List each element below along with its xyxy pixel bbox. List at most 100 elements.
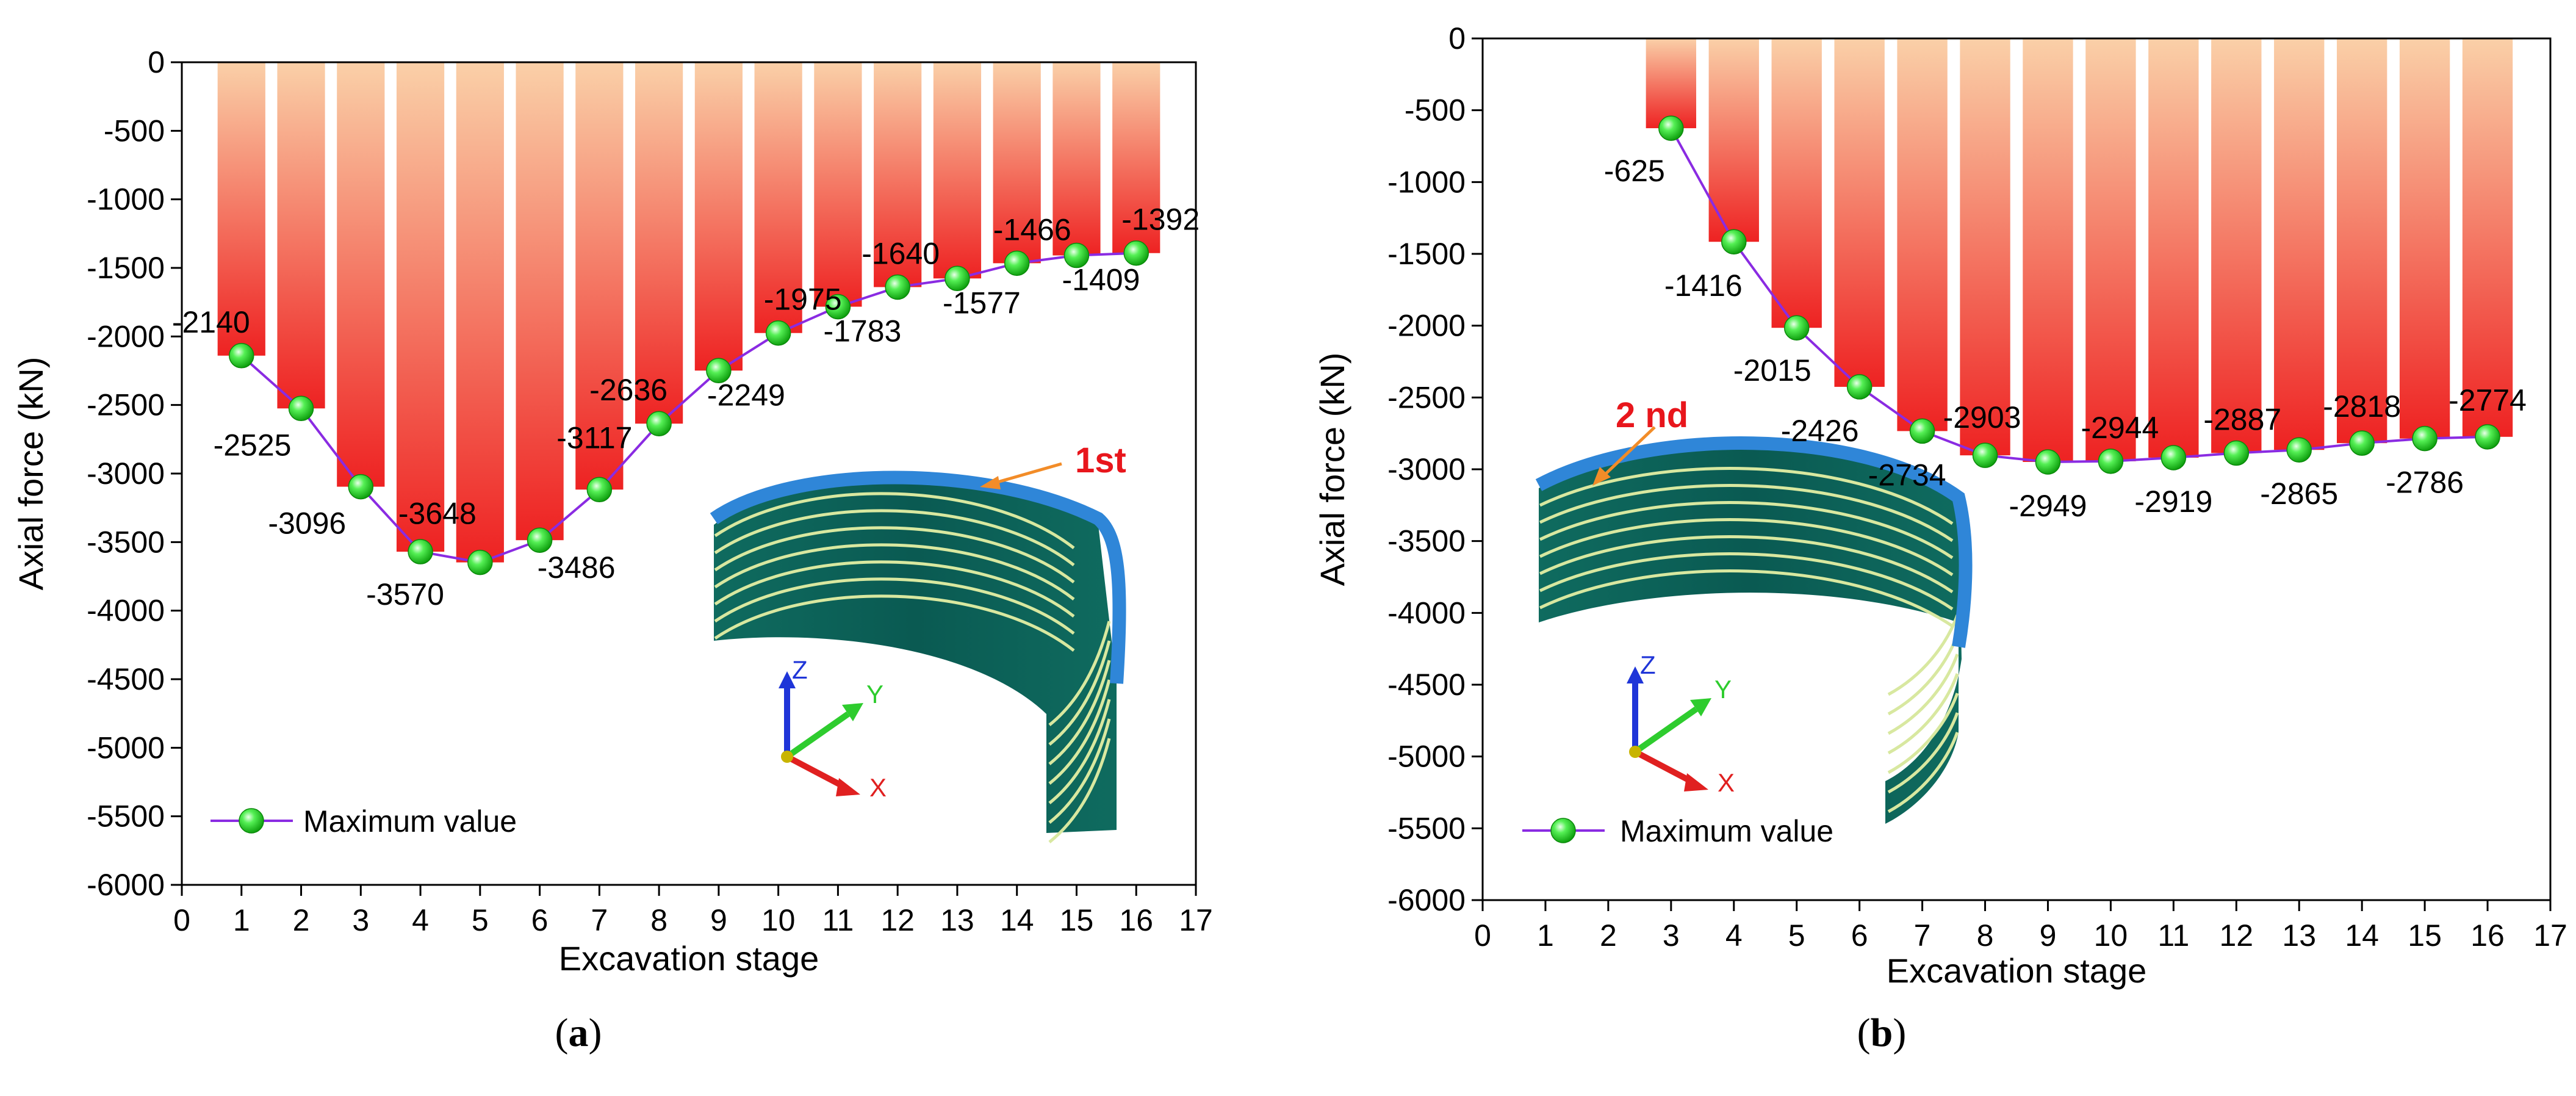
bar (1897, 38, 1948, 431)
x-axis-label: Excavation stage (559, 939, 819, 978)
x-axis-ticks: 0 1 2 3 4 5 6 7 8 9 10 11 12 13 14 15 16 17 (1474, 900, 2567, 953)
data-point (408, 539, 433, 564)
x-axis-arrow (785, 754, 847, 790)
data-label: -1975 (764, 283, 842, 317)
x-arrowhead (1684, 773, 1708, 791)
data-point (586, 477, 613, 503)
lining-ring (714, 526, 1075, 583)
y-axis-ticks: 0 -500 -1000 -1500 -2000 -2500 -3000 -3500 -4000… (87, 45, 182, 902)
data-point (2349, 430, 2375, 456)
panel-caption-b: (b) (1857, 1011, 1907, 1055)
bar (1960, 38, 2010, 456)
data-label: -3117 (556, 420, 632, 455)
data-label: -2525 (214, 428, 292, 462)
legend-marker (239, 808, 264, 834)
y-tick-label: -1500 (87, 251, 165, 285)
lining-ring (1539, 484, 1954, 543)
y-tick-label: -2500 (1387, 380, 1466, 414)
x-tick-label: 3 (352, 903, 369, 937)
x-tick-label: 9 (2040, 918, 2057, 953)
y-tick-label: 0 (1448, 21, 1466, 56)
lining-shell (1539, 444, 1962, 824)
data-point (1909, 418, 1935, 444)
chart-panel-b: Z Y X -625 -1416 -2015 -2426 -2734 -2903 -2949 -2… (1313, 21, 2567, 990)
z-axis-label: Z (1640, 651, 1656, 679)
bar (2399, 38, 2450, 439)
lining-ring (1048, 738, 1111, 843)
lining-ring (1048, 660, 1111, 765)
data-label: -1392 (1121, 203, 1200, 237)
x-tick-label: 7 (1914, 918, 1931, 953)
y-tick-label: -4500 (87, 662, 165, 696)
data-point (288, 395, 314, 422)
lining-ring (1887, 673, 1959, 755)
lining-ring (714, 543, 1075, 600)
x-tick-label: 9 (710, 903, 727, 937)
caption-letter: a (568, 1011, 589, 1055)
x-tick-label: 14 (1000, 903, 1034, 937)
triad-origin (781, 751, 793, 763)
y-tick-label: -4000 (1387, 596, 1466, 630)
bar (1112, 62, 1160, 253)
y-tick-label: -1000 (87, 182, 165, 217)
bar (516, 62, 564, 541)
z-arrowhead (1627, 666, 1644, 683)
bar (2148, 38, 2199, 458)
y-tick-label: -5500 (87, 799, 165, 834)
data-point (467, 549, 493, 575)
data-label: -3486 (538, 550, 616, 585)
axis-triad: Z Y X (779, 655, 887, 802)
y-axis-label-3d: Y (866, 680, 883, 708)
data-label: -2786 (2386, 466, 2464, 500)
x-tick-label: 6 (1851, 918, 1868, 953)
x-tick-label: 15 (1060, 903, 1094, 937)
data-label: -2887 (2203, 402, 2281, 436)
x-tick-label: 10 (761, 903, 796, 937)
bar (694, 62, 743, 371)
lining-ring (1887, 615, 1959, 696)
y-tick-label: -2500 (87, 388, 165, 422)
x-arrowhead (836, 778, 860, 796)
data-label: -2774 (2448, 383, 2527, 417)
lining-ring (1539, 518, 1954, 577)
x-tick-label: 2 (293, 903, 310, 937)
data-point (825, 294, 851, 320)
annotation-arrow (1603, 426, 1656, 476)
data-point (1972, 442, 1998, 468)
lining-ring (714, 492, 1075, 549)
caption-letter: b (1870, 1011, 1893, 1055)
bar (993, 62, 1041, 264)
annotation-label: 1st (1075, 441, 1126, 480)
data-point (229, 343, 254, 369)
x-tick-label: 8 (1977, 918, 1994, 953)
bar (1834, 38, 1885, 387)
data-label: -2944 (2081, 411, 2159, 445)
bar (754, 62, 802, 333)
lining-ring (1539, 467, 1954, 525)
y-tick-label: -3500 (87, 525, 165, 559)
lining-ring (1887, 712, 1959, 794)
bar (217, 62, 265, 356)
data-label: -2734 (1868, 458, 1946, 492)
legend-label: Maximum value (303, 804, 517, 838)
y-tick-label: -1000 (1387, 165, 1466, 199)
x-tick-label: 1 (233, 903, 250, 937)
bar-group (1646, 38, 2513, 462)
legend: Maximum value (210, 804, 517, 838)
data-point (2098, 449, 2124, 474)
bar (814, 62, 862, 307)
bar (1708, 38, 1759, 242)
data-label: -2865 (2260, 477, 2338, 511)
data-label: -2249 (707, 378, 785, 412)
data-point (646, 411, 672, 436)
axis-triad: Z Y X (1627, 651, 1735, 797)
y-axis-label: Axial force (kN) (1313, 353, 1351, 586)
stage-annotation: 2 nd (1592, 395, 1688, 486)
x-tick-label: 14 (2345, 918, 2379, 953)
data-point (1063, 242, 1090, 269)
legend-label: Maximum value (1620, 814, 1833, 848)
y-tick-label: -1500 (1387, 237, 1466, 271)
data-point (1846, 374, 1873, 400)
x-axis-ticks: 0 1 2 3 4 5 6 7 8 9 10 11 12 13 14 15 16 17 (173, 885, 1213, 937)
y-tick-label: -4000 (87, 594, 165, 628)
